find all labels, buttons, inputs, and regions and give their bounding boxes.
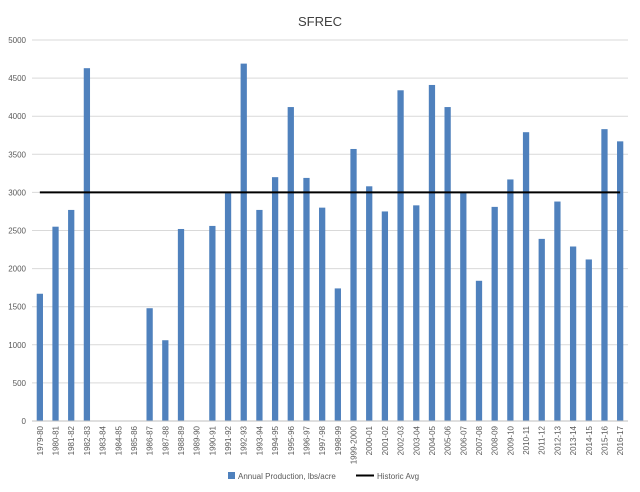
x-tick-label: 1993-94 <box>255 425 264 455</box>
bar-series <box>36 63 624 422</box>
bar-1999-2000 <box>350 148 357 421</box>
x-tick-label: 1980-81 <box>52 425 61 455</box>
y-tick-label: 2000 <box>8 265 26 274</box>
x-tick-label: 1985-86 <box>130 425 139 455</box>
y-tick-label: 0 <box>22 417 27 426</box>
bar-1982-83 <box>83 68 91 421</box>
x-tick-label: 1981-82 <box>67 425 76 455</box>
bar-1997-98 <box>319 207 326 421</box>
y-tick-label: 5000 <box>8 36 26 45</box>
bar-2015-16 <box>601 129 608 421</box>
x-tick-label: 2004-05 <box>428 425 437 455</box>
bar-1993-94 <box>256 209 263 421</box>
x-tick-label: 1996-97 <box>302 425 311 455</box>
x-tick-label: 2014-15 <box>585 425 594 455</box>
x-tick-label: 2001-02 <box>381 425 390 455</box>
bar-2010-11 <box>522 132 530 421</box>
x-tick-label: 1994-95 <box>271 425 280 455</box>
x-tick-label: 1998-99 <box>334 425 343 455</box>
x-tick-label: 1990-91 <box>208 425 217 455</box>
x-tick-label: 1989-90 <box>193 425 202 455</box>
x-tick-label: 2000-01 <box>365 425 374 455</box>
bar-1991-92 <box>224 193 232 421</box>
y-tick-label: 500 <box>13 379 27 388</box>
bar-1994-95 <box>271 177 279 421</box>
y-tick-label: 1000 <box>8 341 26 350</box>
bar-2008-09 <box>491 206 498 421</box>
y-tick-label: 3000 <box>8 188 26 197</box>
x-tick-label: 2009-10 <box>506 425 515 455</box>
bar-1998-99 <box>334 288 341 421</box>
legend-label-historic-avg: Historic Avg <box>377 472 419 481</box>
x-tick-label: 2002-03 <box>397 425 406 455</box>
x-tick-label: 2015-16 <box>600 425 609 455</box>
x-tick-label: 1991-92 <box>224 425 233 455</box>
legend-label-annual-production: Annual Production, lbs/acre <box>238 472 336 481</box>
bar-1996-97 <box>303 177 310 421</box>
bar-2006-07 <box>460 193 467 421</box>
bar-1981-82 <box>68 209 75 421</box>
bar-2005-06 <box>444 107 451 421</box>
x-tick-label: 2011-12 <box>538 425 547 454</box>
x-tick-label: 1982-83 <box>83 425 92 455</box>
x-axis-ticks: 1979-80 1980-81 1981-82 1982-83 1983-84 1984-… <box>36 425 625 464</box>
chart-title: SFREC <box>298 14 342 29</box>
bar-1992-93 <box>240 63 247 422</box>
bar-2009-10 <box>507 179 514 421</box>
y-tick-label: 2500 <box>8 227 26 236</box>
bar-2011-12 <box>538 238 545 421</box>
x-tick-label: 2016-17 <box>616 425 625 455</box>
x-tick-label: 2010-11 <box>522 425 531 454</box>
bar-1980-81 <box>52 226 59 421</box>
x-tick-label: 1987-88 <box>161 425 170 455</box>
y-tick-label: 4500 <box>8 74 26 83</box>
bar-2003-04 <box>413 205 420 421</box>
x-tick-label: 1979-80 <box>36 425 45 455</box>
bar-2014-15 <box>585 259 592 421</box>
bar-2013-14 <box>569 246 577 421</box>
legend: Annual Production, lbs/acre Historic Avg <box>228 472 419 481</box>
bar-2002-03 <box>397 90 404 421</box>
y-tick-label: 1500 <box>8 303 26 312</box>
x-tick-label: 2013-14 <box>569 425 578 455</box>
x-tick-label: 1983-84 <box>99 425 108 455</box>
bar-1979-80 <box>36 293 43 421</box>
x-tick-label: 1984-85 <box>114 425 123 455</box>
legend-swatch-annual-production <box>228 472 235 479</box>
x-tick-label: 2003-04 <box>412 425 421 455</box>
x-tick-label: 1992-93 <box>240 425 249 455</box>
bar-2016-17 <box>617 141 624 421</box>
y-axis-ticks: 0 500 1000 1500 2000 2500 3000 3500 4000 4500 5000 <box>8 36 26 426</box>
bar-2007-08 <box>475 280 483 421</box>
bar-1995-96 <box>287 107 294 421</box>
x-tick-label: 1999-2000 <box>350 425 359 464</box>
x-tick-label: 2006-07 <box>459 425 468 455</box>
x-tick-label: 2008-09 <box>491 425 500 455</box>
bar-2004-05 <box>428 84 436 422</box>
x-tick-label: 1988-89 <box>177 425 186 455</box>
y-tick-label: 4000 <box>8 112 26 121</box>
bar-1990-91 <box>209 225 216 421</box>
bar-2000-01 <box>366 186 373 421</box>
x-tick-label: 2005-06 <box>444 425 453 455</box>
bar-1987-88 <box>162 340 169 421</box>
x-tick-label: 2012-13 <box>553 425 562 455</box>
bar-2001-02 <box>381 211 389 421</box>
x-tick-label: 1997-98 <box>318 425 327 455</box>
x-tick-label: 2007-08 <box>475 425 484 455</box>
x-tick-label: 1995-96 <box>287 425 296 455</box>
bar-1986-87 <box>146 308 153 421</box>
y-tick-label: 3500 <box>8 150 26 159</box>
x-tick-label: 1986-87 <box>146 425 155 455</box>
bar-1988-89 <box>177 228 185 421</box>
bar-2012-13 <box>554 201 561 421</box>
